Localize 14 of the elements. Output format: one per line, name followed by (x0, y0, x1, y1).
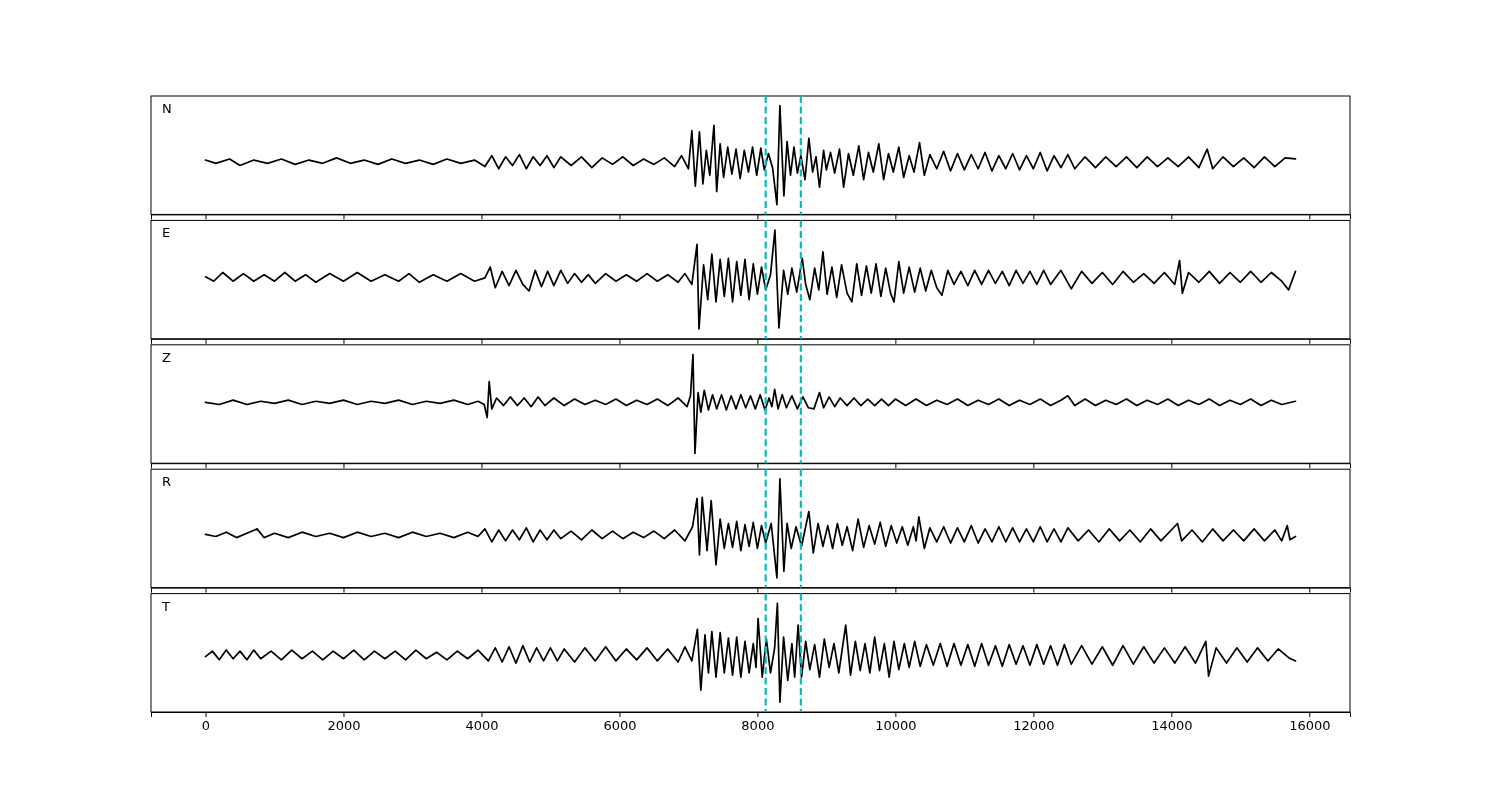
x-tick-label: 10000 (875, 718, 917, 734)
x-tick-label: 2000 (327, 718, 361, 734)
x-tick-label: 4000 (465, 718, 499, 734)
x-tick-label: 6000 (603, 718, 637, 734)
x-tick-label: 14000 (1151, 718, 1193, 734)
chart-title: Z (162, 349, 171, 365)
x-tick-label: 0 (201, 718, 211, 734)
x-tick-label: 8000 (741, 718, 775, 734)
chart-title: T (161, 598, 170, 614)
chart-title: E (162, 225, 171, 241)
chart-title: N (162, 101, 172, 116)
x-tick-label: 16000 (1289, 718, 1331, 734)
chart-title: R (162, 474, 172, 490)
x-tick-label: 12000 (1013, 718, 1055, 734)
